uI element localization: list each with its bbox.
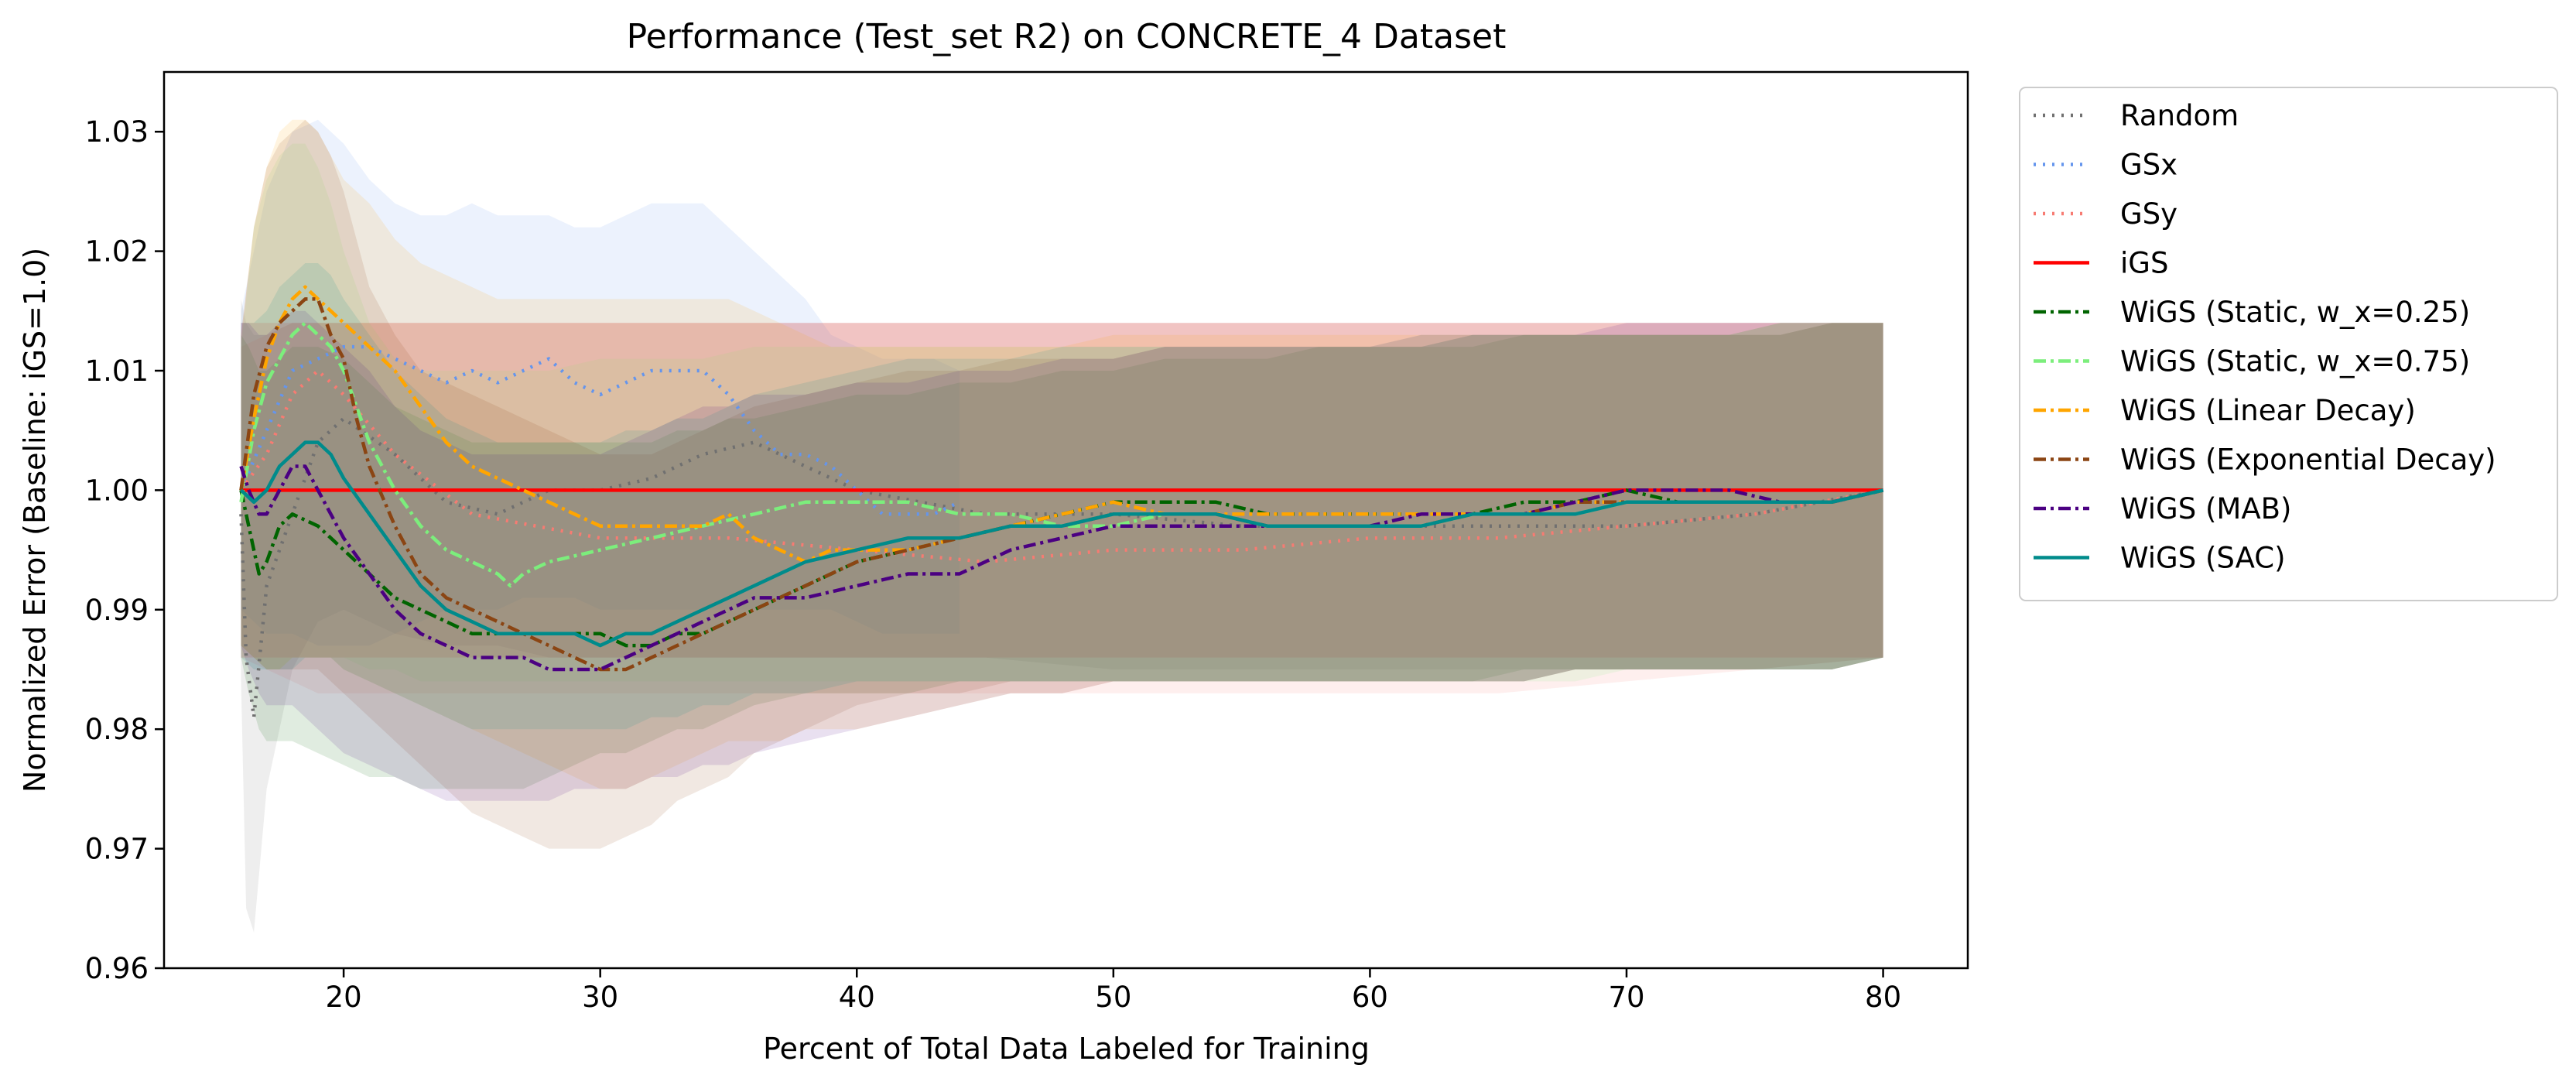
series-line-wigs-exponential-decay (239, 297, 1884, 672)
series-lines (239, 285, 1884, 720)
band-wigs-linear-decay (241, 119, 1883, 789)
band-wigs-sac (241, 263, 1883, 730)
band-wigs-static-w-x-0-75 (241, 143, 1883, 682)
x-tick-label: 80 (1865, 981, 1901, 1014)
y-tick-label: 1.03 (85, 115, 149, 149)
y-tick-label: 0.98 (85, 713, 149, 746)
legend-label-wigs-mab: WiGS (MAB) (2120, 492, 2291, 525)
chart-title: Performance (Test_set R2) on CONCRETE_4 … (627, 17, 1507, 56)
x-tick-label: 40 (839, 981, 875, 1014)
band-gsy (241, 323, 1883, 693)
legend-label-gsy: GSy (2120, 197, 2177, 231)
series-line-gsx (239, 344, 960, 516)
series-line-gsy (239, 368, 1884, 564)
series-line-wigs-sac (239, 440, 1884, 648)
legend: Random GSx GSy iGS WiGS (Static, w_x=0.25) Wi… (2019, 87, 2558, 601)
legend-label-wigs-static-w-x-0-25: WiGS (Static, w_x=0.25) (2120, 296, 2470, 329)
legend-label-wigs-sac: WiGS (SAC) (2120, 542, 2286, 575)
y-tick-label: 0.96 (85, 952, 149, 985)
x-tick-label: 60 (1352, 981, 1388, 1014)
axes: 20 30 40 50 60 70 80 0.96 0.97 0.98 0.99 1.00 1.01 1.… (85, 70, 1969, 1014)
y-tick-label: 1.01 (85, 354, 149, 388)
y-axis-label: Normalized Error (Baseline: iGS=1.0) (18, 248, 52, 792)
plot-frame (162, 70, 1969, 970)
x-axis-label: Percent of Total Data Labeled for Traini… (763, 1032, 1370, 1066)
x-tick-label: 20 (326, 981, 362, 1014)
y-tick-label: 1.00 (85, 474, 149, 507)
confidence-bands (241, 119, 1883, 933)
y-tick-label: 0.97 (85, 833, 149, 866)
legend-label-wigs-exponential-decay: WiGS (Exponential Decay) (2120, 443, 2496, 477)
band-gsx (241, 119, 960, 646)
legend-label-random: Random (2120, 99, 2239, 132)
x-tick-label: 70 (1608, 981, 1644, 1014)
band-wigs-exponential-decay (241, 119, 1883, 849)
series-line-wigs-mab (239, 464, 1884, 672)
legend-box (2019, 87, 2558, 601)
x-tick-label: 50 (1095, 981, 1131, 1014)
legend-label-wigs-linear-decay: WiGS (Linear Decay) (2120, 394, 2416, 427)
y-tick-label: 1.02 (85, 235, 149, 269)
legend-label-igs: iGS (2120, 247, 2168, 280)
y-tick-label: 0.99 (85, 594, 149, 627)
band-random (241, 299, 1883, 933)
legend-label-gsx: GSx (2120, 149, 2177, 182)
legend-label-wigs-static-w-x-0-75: WiGS (Static, w_x=0.75) (2120, 345, 2470, 378)
x-tick-label: 30 (582, 981, 618, 1014)
